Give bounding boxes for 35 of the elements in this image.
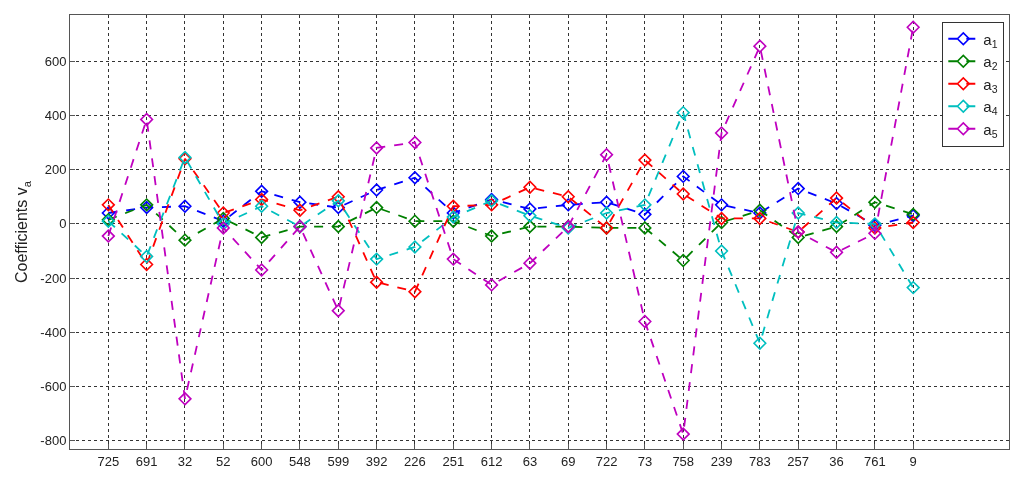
x-tick-label: 69 — [561, 453, 576, 469]
x-tick-label: 600 — [250, 453, 273, 469]
x-tick-label: 548 — [289, 453, 311, 469]
x-tick-label: 36 — [829, 453, 844, 469]
y-tick-label: -200 — [40, 270, 67, 286]
legend-label: a$_{3}$ — [983, 75, 998, 95]
x-tick-label: 722 — [595, 453, 618, 469]
x-tick-label: 239 — [710, 453, 733, 469]
x-tick-label: 758 — [672, 453, 695, 469]
y-tick-label: 200 — [44, 162, 67, 178]
y-tick-label: 0 — [59, 216, 67, 232]
legend-label: a$_{5}$ — [983, 120, 998, 140]
x-tick-label: 392 — [365, 453, 388, 469]
x-tick-label: 761 — [864, 453, 886, 469]
x-tick-label: 691 — [135, 453, 158, 469]
x-tick-label: 251 — [442, 453, 465, 469]
x-tick-label: 257 — [787, 453, 810, 469]
x-tick-label: 783 — [749, 453, 771, 469]
x-tick-label: 9 — [909, 453, 917, 469]
x-tick-label: 226 — [404, 453, 426, 469]
x-tick-label: 612 — [480, 453, 503, 469]
y-tick-label: 400 — [44, 107, 67, 123]
y-tick-label: 600 — [44, 53, 67, 69]
x-tick-label: 599 — [327, 453, 350, 469]
y-tick-label: -400 — [40, 324, 67, 340]
x-tick-label: 52 — [216, 453, 231, 469]
x-tick-label: 32 — [177, 453, 193, 469]
y-tick-label: -600 — [40, 379, 67, 395]
x-tick-label: 73 — [637, 453, 653, 469]
legend-label: a$_{1}$ — [983, 30, 998, 50]
legend-label: a$_{2}$ — [983, 53, 998, 73]
x-tick-label: 725 — [97, 453, 120, 469]
y-tick-label: -800 — [40, 433, 67, 449]
x-tick-label: 63 — [522, 453, 538, 469]
legend-label: a$_{4}$ — [983, 98, 998, 118]
